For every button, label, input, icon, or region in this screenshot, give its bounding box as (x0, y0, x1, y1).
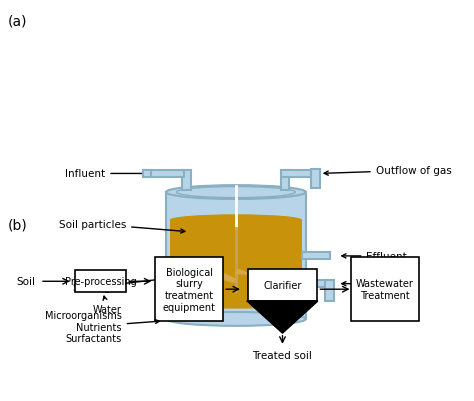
Text: Air: Air (342, 279, 381, 289)
FancyBboxPatch shape (325, 280, 334, 301)
Text: Biological
slurry
treatment
equipment: Biological slurry treatment equipment (163, 267, 216, 312)
Polygon shape (247, 301, 318, 333)
Ellipse shape (166, 186, 306, 200)
Polygon shape (236, 270, 268, 282)
Text: (b): (b) (8, 218, 27, 232)
Text: Wastewater
Treatment: Wastewater Treatment (356, 279, 414, 300)
Text: Soil particles: Soil particles (59, 219, 185, 233)
FancyBboxPatch shape (247, 270, 318, 301)
Text: Clarifier: Clarifier (263, 281, 301, 290)
Text: Outflow of gas: Outflow of gas (324, 166, 451, 176)
Polygon shape (203, 268, 236, 283)
Ellipse shape (176, 187, 295, 198)
FancyBboxPatch shape (166, 192, 306, 319)
Text: Pre-processing: Pre-processing (65, 277, 137, 287)
FancyBboxPatch shape (143, 170, 151, 178)
FancyBboxPatch shape (351, 258, 419, 321)
Ellipse shape (170, 215, 302, 226)
Text: (a): (a) (8, 14, 27, 28)
FancyBboxPatch shape (281, 170, 311, 178)
FancyBboxPatch shape (170, 220, 302, 303)
Ellipse shape (170, 298, 302, 309)
FancyBboxPatch shape (155, 258, 223, 321)
FancyBboxPatch shape (75, 271, 126, 292)
FancyBboxPatch shape (281, 171, 290, 190)
Text: Stirring: Stirring (73, 275, 190, 292)
Ellipse shape (166, 312, 306, 326)
Text: Soil: Soil (17, 277, 36, 287)
FancyBboxPatch shape (182, 171, 191, 190)
FancyBboxPatch shape (302, 253, 330, 260)
FancyBboxPatch shape (143, 170, 183, 178)
Text: Effluent: Effluent (342, 251, 407, 261)
Text: Treated soil: Treated soil (253, 350, 312, 360)
Text: Microorganisms
Nutrients
Surfactants: Microorganisms Nutrients Surfactants (45, 310, 159, 344)
Text: Water: Water (93, 296, 122, 314)
Text: Influent: Influent (65, 169, 146, 179)
FancyBboxPatch shape (302, 280, 330, 288)
FancyBboxPatch shape (311, 170, 320, 188)
